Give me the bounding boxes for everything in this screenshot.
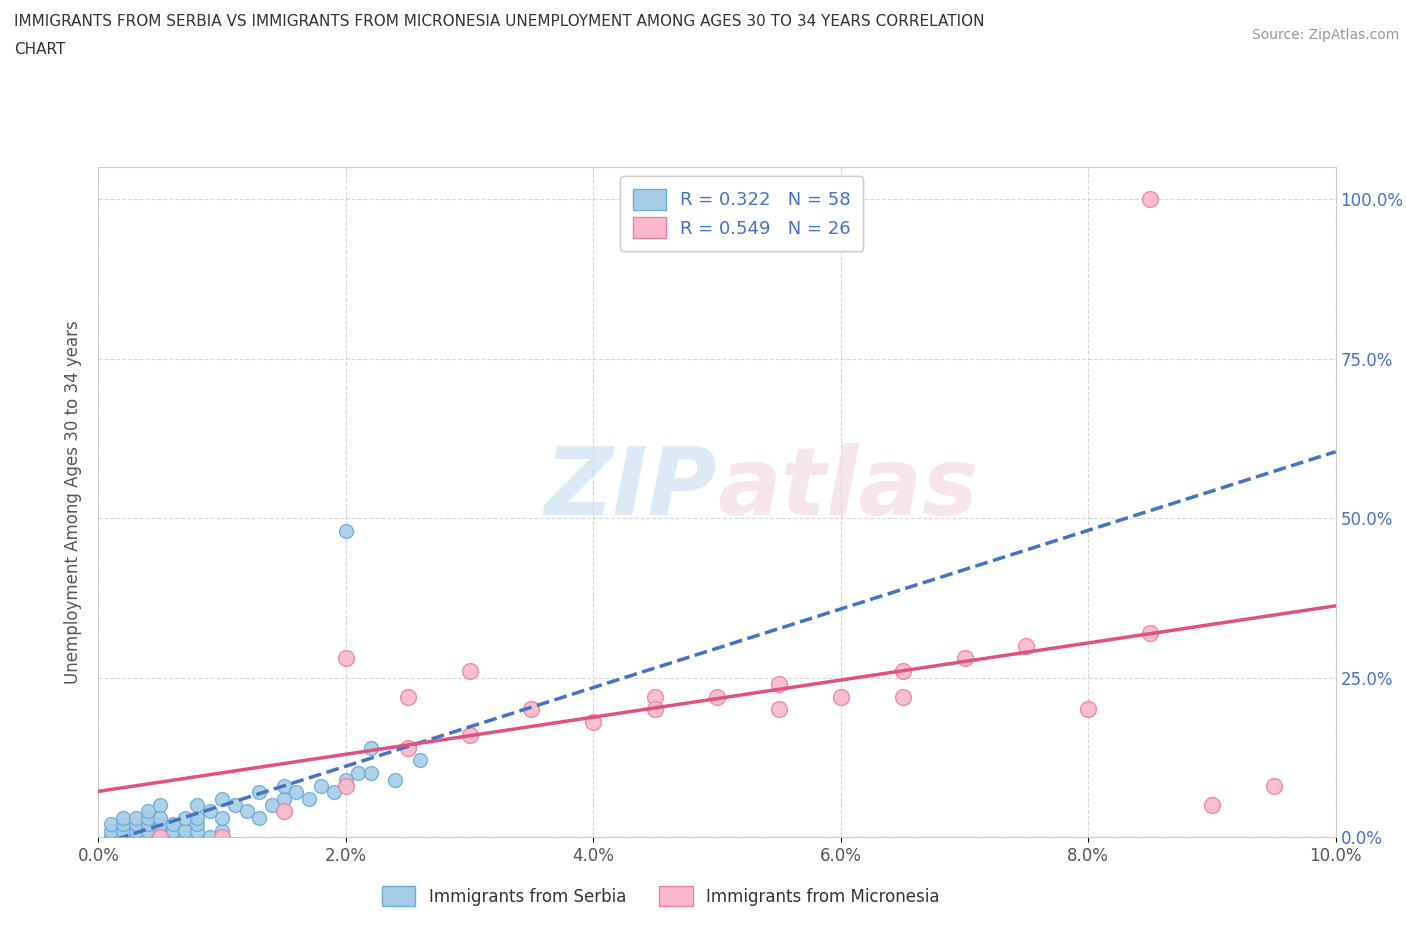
Point (335, 651, 357, 666)
Point (891, 664, 914, 679)
Point (112, 817, 135, 831)
Point (335, 524, 357, 538)
Point (211, 791, 233, 806)
Text: ZIP: ZIP (544, 443, 717, 535)
Point (124, 810, 146, 825)
Point (273, 791, 295, 806)
Point (124, 830, 146, 844)
Point (1263, 778, 1285, 793)
Point (136, 804, 159, 819)
Point (211, 810, 233, 825)
Point (124, 817, 146, 831)
Point (273, 804, 295, 819)
Point (360, 765, 382, 780)
Point (174, 823, 197, 838)
Point (458, 727, 481, 742)
Legend: R = 0.322   N = 58, R = 0.549   N = 26: R = 0.322 N = 58, R = 0.549 N = 26 (620, 177, 863, 251)
Text: atlas: atlas (717, 443, 979, 535)
Point (136, 823, 159, 838)
Point (186, 810, 208, 825)
Point (1077, 702, 1099, 717)
Point (335, 772, 357, 787)
Point (830, 689, 852, 704)
Point (224, 798, 246, 813)
Point (247, 785, 270, 800)
Point (162, 830, 184, 844)
Point (347, 765, 370, 780)
Point (149, 830, 172, 844)
Point (124, 830, 146, 844)
Point (174, 810, 197, 825)
Point (409, 753, 432, 768)
Point (396, 689, 419, 704)
Text: IMMIGRANTS FROM SERBIA VS IMMIGRANTS FROM MICRONESIA UNEMPLOYMENT AMONG AGES 30 : IMMIGRANTS FROM SERBIA VS IMMIGRANTS FRO… (14, 14, 984, 29)
Point (285, 785, 308, 800)
Text: Source: ZipAtlas.com: Source: ZipAtlas.com (1251, 28, 1399, 42)
Point (582, 715, 605, 730)
Text: CHART: CHART (14, 42, 66, 57)
Point (458, 664, 481, 679)
Point (149, 823, 172, 838)
Point (162, 823, 184, 838)
Point (100, 830, 122, 844)
Point (1139, 626, 1161, 641)
Point (247, 810, 270, 825)
Point (768, 676, 790, 691)
Point (236, 804, 259, 819)
Point (149, 830, 172, 844)
Point (322, 785, 344, 800)
Point (260, 798, 283, 813)
Point (124, 830, 146, 844)
Point (198, 830, 221, 844)
Point (891, 689, 914, 704)
Point (309, 778, 332, 793)
Point (953, 651, 976, 666)
Point (186, 817, 208, 831)
Point (149, 817, 172, 831)
Point (174, 830, 197, 844)
Point (136, 817, 159, 831)
Point (100, 817, 122, 831)
Point (100, 830, 122, 844)
Point (112, 823, 135, 838)
Point (149, 798, 172, 813)
Point (360, 740, 382, 755)
Point (273, 778, 295, 793)
Point (149, 810, 172, 825)
Point (162, 817, 184, 831)
Point (100, 823, 122, 838)
Point (136, 830, 159, 844)
Point (298, 791, 321, 806)
Point (186, 823, 208, 838)
Point (396, 740, 419, 755)
Point (1015, 638, 1038, 653)
Point (768, 702, 790, 717)
Point (335, 778, 357, 793)
Y-axis label: Unemployment Among Ages 30 to 34 years: Unemployment Among Ages 30 to 34 years (65, 320, 83, 684)
Point (112, 830, 135, 844)
Point (520, 702, 543, 717)
Point (644, 702, 666, 717)
Point (211, 830, 233, 844)
Point (1201, 798, 1223, 813)
Point (112, 810, 135, 825)
Point (136, 810, 159, 825)
Point (706, 689, 728, 704)
Point (186, 798, 208, 813)
Point (198, 804, 221, 819)
Point (384, 772, 406, 787)
Legend: Immigrants from Serbia, Immigrants from Micronesia: Immigrants from Serbia, Immigrants from … (375, 880, 946, 912)
Point (1139, 192, 1161, 206)
Point (211, 823, 233, 838)
Point (124, 823, 146, 838)
Point (644, 689, 666, 704)
Point (112, 830, 135, 844)
